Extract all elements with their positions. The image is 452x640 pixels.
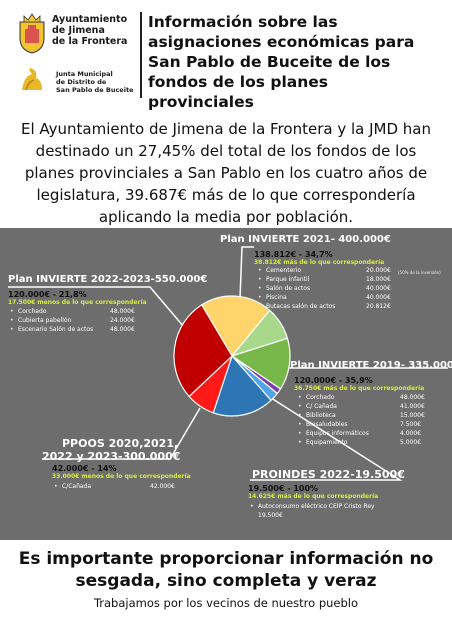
proindes-amount: 19.500€ - 100% [248, 484, 319, 493]
logo2-line-1: Junta Municipal [56, 70, 113, 78]
ppoos-title-line-1: PPOOS 2020,2021, [62, 437, 179, 450]
plan-2019-note: 36.750€ más de lo que correspondería [294, 385, 425, 392]
plan-2019-amount: 120.000€ - 35,9% [294, 376, 373, 385]
list-item: • Piscina 40.000€ [258, 294, 391, 301]
list-item: • Biosaludables 7.500€ [298, 421, 421, 428]
proindes-note: 14.625€ más de lo que correspondería [248, 493, 379, 500]
intro-paragraph: El Ayuntamiento de Jimena de la Frontera… [21, 120, 431, 226]
headline: Información sobre las asignaciones econó… [148, 13, 415, 111]
logo2-line-3: San Pablo de Buceite [56, 86, 134, 94]
pie-slice [200, 295, 271, 358]
plan-2019-title: Plan INVIERTE 2019- 335.000€ [290, 360, 452, 371]
logo1-line-1: Ayuntamiento [52, 14, 128, 25]
logo2-text: Junta Municipal de Distrito de San Pablo… [56, 70, 133, 94]
plans-panel: Plan INVIERTE 2021- 400.000€ 138.812€ - … [0, 228, 452, 540]
plan-2021-note: 38.812€ más de lo que correspondería [254, 259, 385, 266]
header: Ayuntamiento de Jimena de la Frontera Ju… [0, 0, 452, 111]
plan-2021-amount: 138.812€ - 34,7% [254, 250, 333, 259]
list-item: 19.500€ [258, 512, 283, 519]
list-item: • Parque infantil 18.000€ [258, 276, 391, 283]
list-item: • Biblioteca 15.000€ [298, 412, 425, 419]
tagline: Trabajamos por los vecinos de nuestro pu… [93, 596, 359, 610]
list-item: • Cementerio 20.000€ (50% de la inversión) [258, 267, 441, 275]
list-item: • Autoconsumo eléctrico CEIP Cristo Rey [250, 503, 375, 510]
logo1-line-2: de Jimena [52, 25, 105, 36]
ppoos-amount: 42.000€ - 14% [52, 464, 117, 473]
proindes-items: • Autoconsumo eléctrico CEIP Cristo Rey 1… [250, 502, 448, 520]
list-item: • Equipos informáticos 4.000€ [298, 430, 421, 437]
list-item: • Escenario Salón de actos 48.000€ [10, 326, 135, 333]
ppoos-note: 33.000€ menos de lo que correspondería [52, 473, 191, 480]
ppoos-title-line-2: 2022 y 2023-300.000€ [42, 450, 181, 463]
list-item: • C/Cañada 42.000€ [54, 483, 175, 490]
proindes-title: PROINDES 2022-19.500€ [252, 468, 405, 481]
logo1-text: Ayuntamiento de Jimena de la Frontera [52, 14, 127, 47]
logo1-line-3: de la Frontera [52, 36, 128, 47]
list-item: • Equipamiento 5.000€ [298, 439, 421, 446]
pie-slice [212, 354, 272, 417]
plan-2019-items: • Corchado 48.000€ • C/ Cañada 41.000€ • Bibl… [298, 393, 448, 447]
connector-lines [8, 246, 448, 481]
jimena-coat-of-arms-logo [19, 13, 45, 54]
header-divider [140, 12, 142, 98]
plan-2021-title: Plan INVIERTE 2021- 400.000€ [220, 234, 391, 245]
closing-statement: Es importante proporcionar información n… [18, 549, 434, 591]
pie-slice [173, 304, 233, 398]
list-item: • Corchado 48.000€ [10, 308, 135, 315]
list-item: • Corchado 48.000€ [298, 394, 425, 401]
plan-2022-note: 17.500€ menos de lo que correspondería [8, 299, 147, 306]
plan-2022-title: Plan INVIERTE 2022-2023-550.000€ [8, 274, 208, 285]
pie-slice [230, 337, 291, 390]
jmd-logo [22, 68, 42, 91]
list-item: • Cubierta pabellón 24.000€ [10, 317, 135, 324]
logo2-line-2: de Distrito de [56, 78, 107, 86]
plan-2022-items: • Corchado 48.000€ • Cubierta pabellón 24.00… [10, 307, 170, 334]
ppoos-items: • C/Cañada 42.000€ [54, 482, 194, 491]
pie-chart [173, 295, 291, 417]
plan-2021-items: • Cementerio 20.000€ (50% de la inversión) … [258, 266, 448, 311]
plan-2022-amount: 120.000€ - 21,8% [8, 290, 87, 299]
list-item: • Salón de actos 40.000€ [258, 285, 391, 292]
list-item: • C/ Cañada 41.000€ [298, 403, 425, 410]
